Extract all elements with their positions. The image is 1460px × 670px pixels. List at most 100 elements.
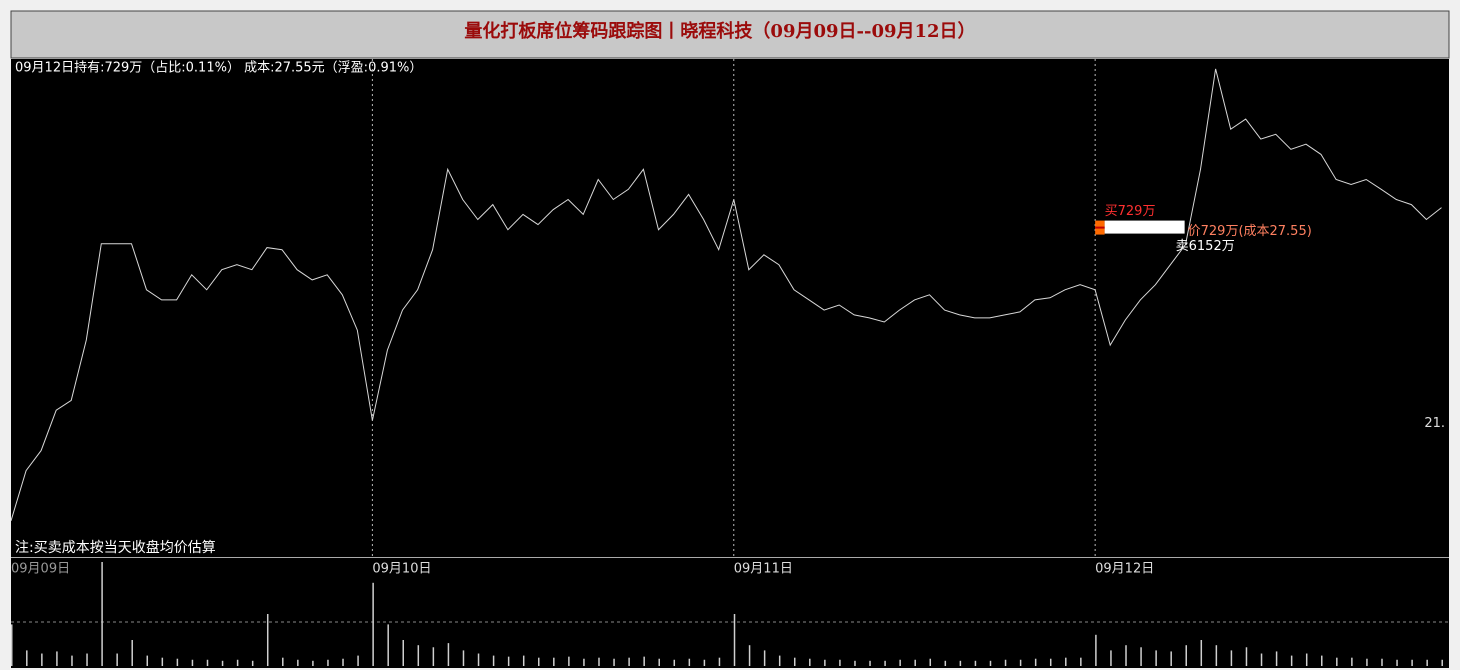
- volume-bar: [733, 614, 736, 666]
- volume-bar: [613, 658, 615, 666]
- volume-bar: [342, 658, 344, 666]
- volume-bar: [251, 660, 254, 666]
- price-line: [10, 68, 1442, 521]
- title-bar: [10, 10, 1450, 59]
- volume-bar: [1140, 647, 1142, 666]
- volume-bar: [869, 660, 871, 666]
- volume-bar: [1155, 650, 1157, 666]
- volume-bar: [116, 653, 118, 666]
- volume-bar: [643, 656, 645, 666]
- x-tick-label: 09月12日: [1095, 562, 1154, 577]
- volume-bar: [553, 657, 555, 666]
- volume-bar: [1290, 655, 1293, 666]
- volume-bar: [1275, 651, 1278, 666]
- volume-bar: [1230, 650, 1233, 666]
- volume-bar: [1381, 658, 1383, 666]
- volume-bar: [974, 660, 977, 666]
- volume-bar: [327, 659, 329, 666]
- volume-bar: [86, 653, 88, 666]
- volume-bar: [793, 657, 796, 666]
- volume-bar: [1305, 653, 1308, 666]
- volume-bar: [1215, 645, 1218, 666]
- volume-bar: [462, 650, 465, 666]
- volume-bar: [447, 643, 450, 666]
- volume-bar: [477, 653, 480, 666]
- volume-bar: [538, 657, 540, 666]
- volume-bar: [688, 658, 691, 666]
- volume-bar: [282, 657, 284, 666]
- volume-bar: [899, 659, 901, 666]
- volume-bar: [1396, 659, 1398, 666]
- volume-bar: [161, 657, 164, 666]
- x-tick-label: 09月11日: [734, 562, 793, 577]
- volume-bar: [312, 660, 314, 666]
- volume-bar: [1351, 657, 1353, 666]
- volume-bar: [1170, 651, 1172, 666]
- volume-bar: [176, 658, 179, 666]
- volume-bar: [568, 656, 570, 666]
- volume-bar: [1366, 658, 1368, 666]
- volume-bar: [522, 655, 525, 666]
- volume-bar: [357, 655, 359, 666]
- volume-bar: [658, 658, 660, 666]
- volume-bar: [824, 659, 826, 666]
- volume-bar: [1080, 657, 1082, 666]
- volume-bar: [884, 660, 886, 666]
- volume-bar: [703, 659, 706, 666]
- volume-bar: [1004, 659, 1007, 666]
- volume-bar: [1125, 645, 1127, 666]
- volume-bar: [11, 624, 13, 666]
- holding-info: 09月12日持有:729万（占比:0.11%） 成本:27.55元（浮盈:0.9…: [15, 61, 422, 76]
- volume-bar: [628, 657, 630, 666]
- volume-pane: [11, 558, 1449, 668]
- volume-bar: [598, 657, 600, 666]
- volume-bar: [417, 645, 420, 666]
- sell-label: 卖6152万: [1176, 239, 1235, 254]
- volume-bar: [1321, 655, 1323, 666]
- volume-bar: [1245, 647, 1248, 666]
- volume-bar: [929, 658, 932, 666]
- sell-bar: [1104, 220, 1185, 234]
- buy-label: 买729万: [1105, 204, 1156, 219]
- volume-bar: [41, 653, 43, 666]
- volume-bar: [1034, 658, 1037, 666]
- volume-bar: [1095, 634, 1097, 666]
- volume-bar: [989, 660, 992, 666]
- volume-bar: [748, 645, 751, 666]
- volume-bar: [101, 562, 103, 666]
- volume-bar: [854, 660, 856, 666]
- volume-bar: [432, 647, 435, 666]
- volume-bar: [492, 655, 495, 666]
- volume-bar: [146, 655, 149, 666]
- volume-bar: [266, 614, 269, 666]
- volume-bar: [1441, 659, 1443, 666]
- volume-bar: [56, 651, 58, 666]
- x-tick-label: 09月10日: [372, 562, 431, 577]
- volume-bar: [809, 658, 811, 666]
- y-tick-label: 21.: [1424, 416, 1445, 431]
- volume-bar: [959, 660, 962, 666]
- volume-bar: [206, 659, 209, 666]
- volume-bar: [1411, 659, 1413, 666]
- volume-bar: [1065, 657, 1067, 666]
- note: 注:买卖成本按当天收盘均价估算: [15, 539, 216, 556]
- volume-bar: [718, 657, 721, 666]
- volume-bar: [1200, 640, 1203, 666]
- volume-bar: [839, 659, 841, 666]
- volume-bar: [372, 582, 374, 666]
- volume-bar: [236, 659, 239, 666]
- volume-bar: [1110, 650, 1112, 666]
- volume-bar: [944, 660, 947, 666]
- volume-bar: [191, 659, 194, 666]
- volume-bar: [763, 650, 766, 666]
- x-tick-label: 09月09日: [11, 562, 70, 577]
- volume-bar: [1049, 658, 1052, 666]
- volume-bar: [297, 659, 299, 666]
- volume-bar: [1185, 645, 1187, 666]
- volume-bar: [71, 655, 73, 666]
- hold-label: 价729万(成本27.55): [1188, 224, 1312, 239]
- volume-bar: [387, 624, 389, 666]
- volume-bar: [26, 650, 28, 666]
